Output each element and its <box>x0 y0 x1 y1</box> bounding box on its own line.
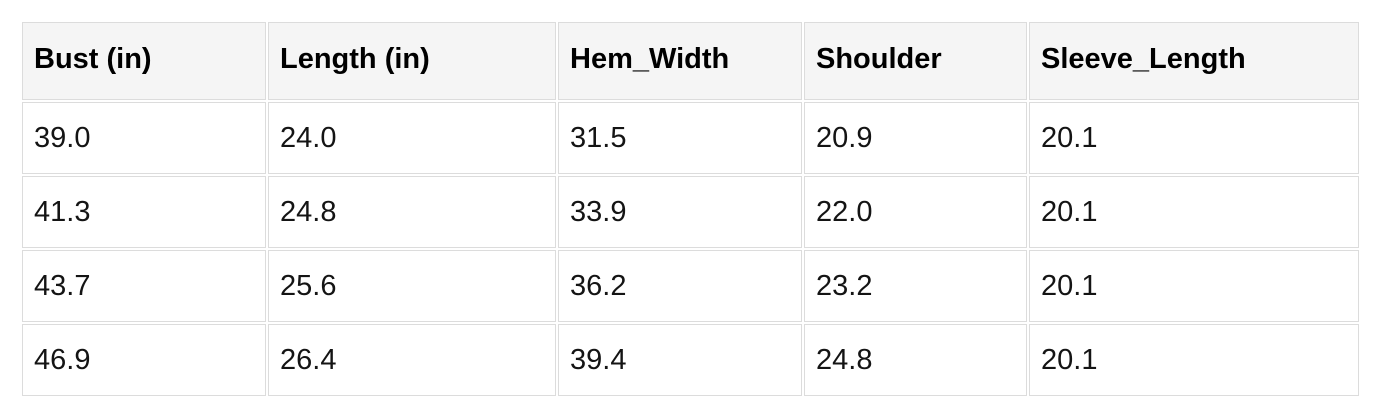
table-cell: 43.7 <box>22 250 266 322</box>
header-row: Bust (in) Length (in) Hem_Width Shoulder… <box>22 22 1359 100</box>
table-cell: 20.1 <box>1029 176 1359 248</box>
table-cell: 25.6 <box>268 250 556 322</box>
size-measurements-table: Bust (in) Length (in) Hem_Width Shoulder… <box>20 20 1361 398</box>
table-cell: 24.0 <box>268 102 556 174</box>
table-cell: 20.1 <box>1029 250 1359 322</box>
table-cell: 22.0 <box>804 176 1027 248</box>
table-cell: 39.0 <box>22 102 266 174</box>
table-cell: 31.5 <box>558 102 802 174</box>
column-header-length: Length (in) <box>268 22 556 100</box>
table-cell: 26.4 <box>268 324 556 396</box>
table-cell: 20.1 <box>1029 324 1359 396</box>
table-cell: 24.8 <box>804 324 1027 396</box>
table-cell: 23.2 <box>804 250 1027 322</box>
table-cell: 36.2 <box>558 250 802 322</box>
table-cell: 20.1 <box>1029 102 1359 174</box>
column-header-shoulder: Shoulder <box>804 22 1027 100</box>
table-row: 46.9 26.4 39.4 24.8 20.1 <box>22 324 1359 396</box>
column-header-sleeve-length: Sleeve_Length <box>1029 22 1359 100</box>
table-cell: 24.8 <box>268 176 556 248</box>
table-cell: 41.3 <box>22 176 266 248</box>
table-cell: 20.9 <box>804 102 1027 174</box>
column-header-bust: Bust (in) <box>22 22 266 100</box>
table-row: 41.3 24.8 33.9 22.0 20.1 <box>22 176 1359 248</box>
table-row: 43.7 25.6 36.2 23.2 20.1 <box>22 250 1359 322</box>
column-header-hem-width: Hem_Width <box>558 22 802 100</box>
table-cell: 33.9 <box>558 176 802 248</box>
table-cell: 39.4 <box>558 324 802 396</box>
table-cell: 46.9 <box>22 324 266 396</box>
table-row: 39.0 24.0 31.5 20.9 20.1 <box>22 102 1359 174</box>
